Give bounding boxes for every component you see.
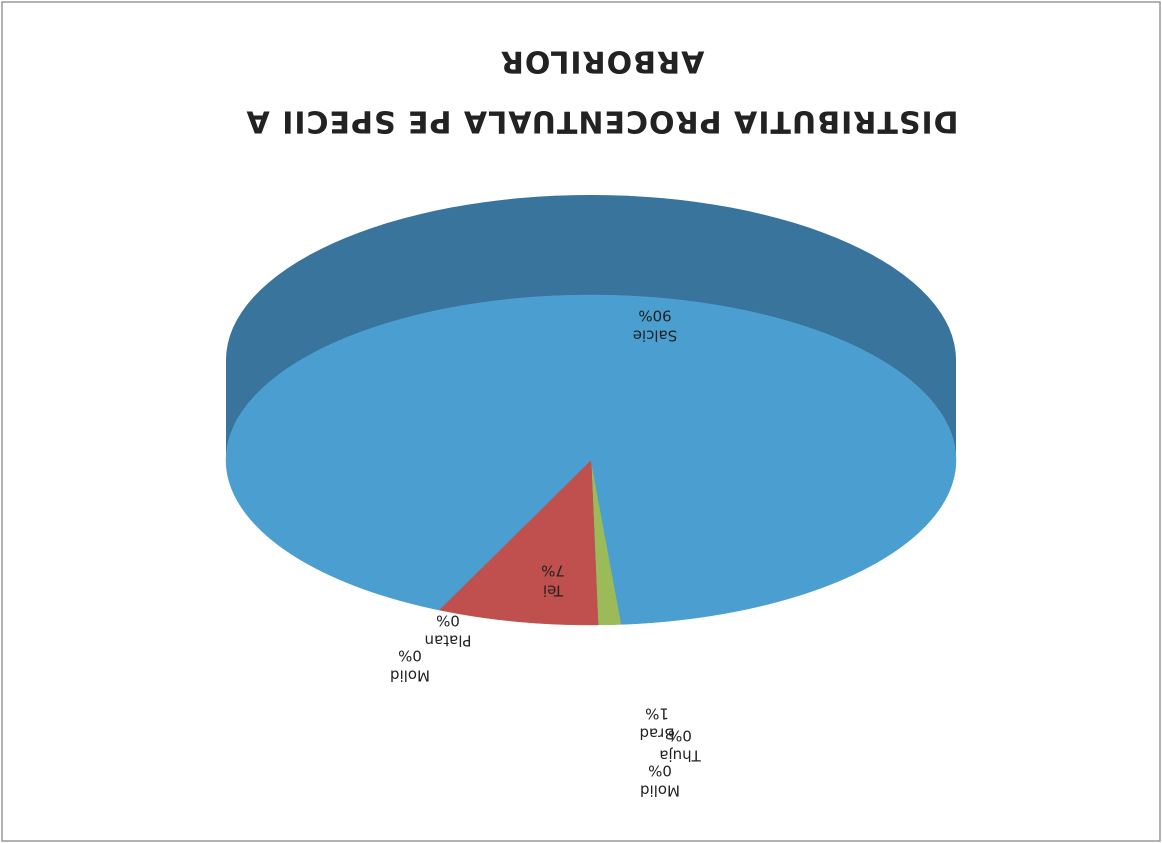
pie-side-shade	[226, 195, 956, 460]
slice-label: Salcie	[633, 327, 678, 345]
chart-title: DISTRIBUTIA PROCENTUALA PE SPECII A	[245, 104, 958, 139]
pie-side	[226, 195, 956, 460]
rotated-page: DISTRIBUTIA PROCENTUALA PE SPECII A ARBO…	[225, 44, 959, 800]
chart-title: ARBORILOR	[500, 44, 705, 79]
slice-value-label: 7%	[541, 562, 565, 580]
slice-value-label: 0%	[398, 647, 422, 665]
slice-label: Molid	[640, 782, 680, 800]
slice-label: Molid	[390, 667, 430, 685]
slice-label: Brad	[639, 725, 674, 743]
slice-value-label: 90%	[638, 307, 671, 325]
slice-value-label: 0%	[436, 612, 460, 630]
slice-label: Platan	[425, 632, 472, 650]
pie-slice	[225, 294, 957, 625]
slice-label: Tei	[543, 582, 564, 600]
slice-value-label: 0%	[668, 727, 692, 745]
slice-value-label: 1%	[645, 705, 669, 723]
slice-label: Thuja	[659, 747, 702, 765]
pie-slice	[438, 459, 599, 626]
slice-value-label: 0%	[648, 762, 672, 780]
